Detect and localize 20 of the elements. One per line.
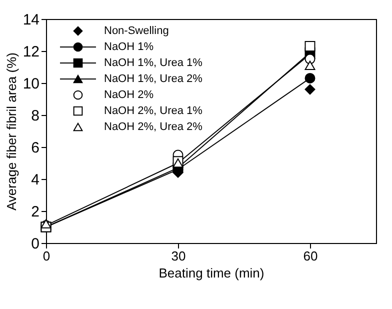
x-axis-title: Beating time (min): [158, 266, 264, 280]
legend-label: Non-Swelling: [104, 25, 169, 37]
y-tick-label: 0: [31, 236, 40, 252]
x-tick-label: 0: [42, 248, 50, 264]
y-tick-label: 8: [31, 108, 40, 124]
x-tick-label: 30: [171, 248, 186, 264]
y-tick-label: 12: [22, 44, 40, 60]
x-tick-label: 60: [303, 248, 318, 264]
y-axis-title: Average fiber fibril area (%): [4, 52, 19, 210]
y-tick-label: 6: [31, 140, 40, 156]
y-tick-label: 10: [22, 76, 40, 92]
y-tick-label: 14: [22, 12, 40, 28]
legend-label: NaOH 2%, Urea 1%: [104, 105, 203, 117]
legend-label: NaOH 1%, Urea 1%: [104, 57, 203, 69]
legend-label: NaOH 2%, Urea 2%: [104, 121, 203, 133]
y-tick-label: 4: [31, 172, 40, 188]
legend-label: NaOH 1%: [104, 41, 154, 53]
legend-label: NaOH 1%, Urea 2%: [104, 73, 203, 85]
legend-label: NaOH 2%: [104, 89, 154, 101]
y-tick-label: 2: [31, 204, 40, 220]
